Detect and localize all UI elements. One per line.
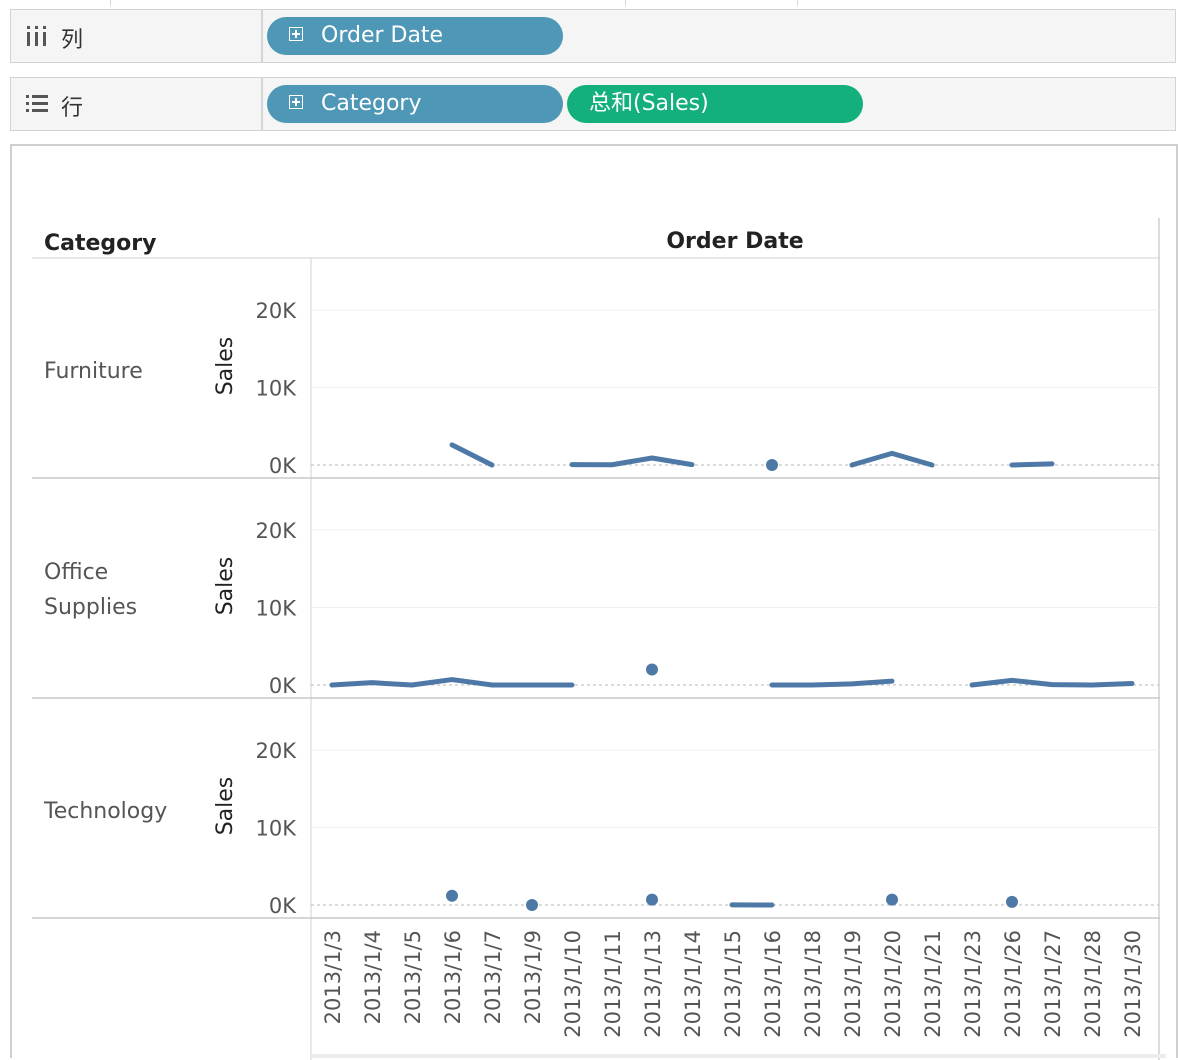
- columns-icon: [25, 24, 49, 48]
- data-point: [526, 899, 538, 911]
- x-tick-label: 2013/1/26: [1001, 930, 1025, 1038]
- columns-shelf-label: 列: [11, 10, 263, 62]
- x-tick-label: 2013/1/20: [881, 930, 905, 1038]
- x-tick-label: 2013/1/18: [801, 930, 825, 1038]
- row-header: Category: [44, 231, 156, 256]
- x-tick-label: 2013/1/9: [521, 930, 545, 1024]
- series-line: [452, 445, 492, 465]
- line-chart: Category Order Date 20K 10K 0K Sales Furniture…: [12, 146, 1178, 1060]
- y-tick-label: 10K: [256, 377, 298, 401]
- columns-shelf[interactable]: 列 Order Date: [10, 9, 1176, 63]
- column-header: Order Date: [666, 229, 803, 254]
- y-axis-title: Sales: [213, 557, 238, 616]
- x-tick-label: 2013/1/30: [1121, 930, 1145, 1038]
- y-tick-label: 20K: [256, 519, 298, 543]
- data-point: [646, 894, 658, 906]
- data-point: [886, 894, 898, 906]
- pill-label: Category: [321, 91, 422, 116]
- series-line: [772, 681, 892, 685]
- x-tick-label: 2013/1/13: [641, 930, 665, 1038]
- y-tick-label: 0K: [269, 894, 297, 918]
- chart-view: Category Order Date 20K 10K 0K Sales Furniture…: [10, 144, 1178, 1058]
- x-tick-label: 2013/1/23: [961, 930, 985, 1038]
- x-tick-label: 2013/1/28: [1081, 930, 1105, 1038]
- category-label: Furniture: [44, 359, 143, 384]
- order-date-pill[interactable]: Order Date: [267, 17, 563, 55]
- series-line: [1012, 464, 1052, 465]
- y-axis-title: Sales: [213, 337, 238, 396]
- x-tick-label: 2013/1/14: [681, 930, 705, 1038]
- pill-label: 总和(Sales): [589, 91, 709, 116]
- x-tick-label: 2013/1/5: [401, 930, 425, 1024]
- data-point: [646, 664, 658, 676]
- category-label: Supplies: [44, 595, 137, 620]
- horizontal-scrollbar[interactable]: [310, 1054, 1166, 1058]
- x-tick-label: 2013/1/11: [601, 930, 625, 1038]
- x-tick-label: 2013/1/19: [841, 930, 865, 1038]
- data-point: [446, 890, 458, 902]
- x-tick-label: 2013/1/6: [441, 930, 465, 1024]
- series-line: [972, 680, 1132, 685]
- series-line: [572, 458, 692, 465]
- category-label: Office: [44, 560, 108, 585]
- top-divider: [797, 0, 798, 6]
- x-tick-label: 2013/1/27: [1041, 930, 1065, 1038]
- x-tick-label: 2013/1/21: [921, 930, 945, 1038]
- x-tick-label: 2013/1/15: [721, 930, 745, 1038]
- x-tick-label: 2013/1/10: [561, 930, 585, 1038]
- y-tick-label: 0K: [269, 674, 297, 698]
- rows-shelf[interactable]: 行 Category 总和(Sales): [10, 77, 1176, 131]
- category-pill[interactable]: Category: [267, 85, 563, 123]
- data-point: [1006, 896, 1018, 908]
- y-tick-label: 20K: [256, 299, 298, 323]
- x-tick-label: 2013/1/7: [481, 930, 505, 1024]
- x-tick-label: 2013/1/3: [321, 930, 345, 1024]
- y-tick-label: 20K: [256, 739, 298, 763]
- expand-icon[interactable]: [289, 27, 303, 41]
- y-axis-title: Sales: [213, 777, 238, 836]
- top-divider: [625, 0, 626, 6]
- series-line: [332, 680, 572, 685]
- y-tick-label: 10K: [256, 817, 298, 841]
- expand-icon[interactable]: [289, 95, 303, 109]
- data-point: [766, 459, 778, 471]
- rows-shelf-label: 行: [11, 78, 263, 130]
- columns-shelf-name: 列: [61, 22, 83, 54]
- series-line: [852, 453, 932, 465]
- category-label: Technology: [43, 799, 167, 824]
- sum-sales-pill[interactable]: 总和(Sales): [567, 85, 863, 123]
- y-tick-label: 10K: [256, 597, 298, 621]
- y-tick-label: 0K: [269, 454, 297, 478]
- x-tick-label: 2013/1/16: [761, 930, 785, 1038]
- rows-icon: [25, 92, 49, 116]
- top-divider: [110, 0, 111, 6]
- x-tick-label: 2013/1/4: [361, 930, 385, 1024]
- pill-label: Order Date: [321, 23, 443, 48]
- rows-shelf-name: 行: [61, 90, 83, 122]
